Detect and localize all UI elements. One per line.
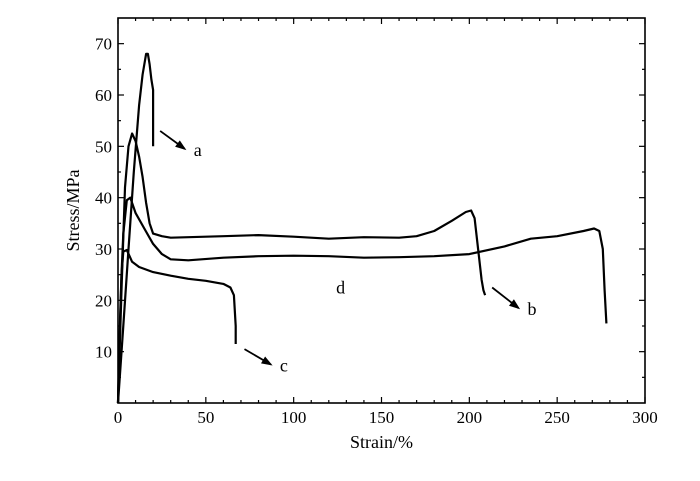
x-tick-label: 300 <box>632 408 658 427</box>
curve-b <box>116 132 487 404</box>
x-axis-label: Strain/% <box>350 432 413 452</box>
y-axis-label: Stress/MPa <box>63 169 83 251</box>
x-tick-label: 200 <box>457 408 483 427</box>
x-tick-label: 150 <box>369 408 395 427</box>
annotation-arrowhead-b <box>509 299 521 310</box>
annotation-label-c: c <box>280 356 288 376</box>
curve-d <box>116 196 608 404</box>
y-tick-label: 20 <box>95 291 112 310</box>
curve-a <box>116 52 155 404</box>
y-tick-label: 70 <box>95 35 112 54</box>
plot-frame <box>117 17 646 404</box>
y-tick-label: 60 <box>95 86 112 105</box>
annotation-label-b: b <box>528 299 537 319</box>
plot-area: 0 50 100 150 200 250 300 10 20 30 40 50 60 70 Strain/%… <box>63 17 658 452</box>
y-tick-label: 10 <box>95 343 112 362</box>
x-tick-label: 0 <box>114 408 123 427</box>
x-tick-label: 50 <box>197 408 214 427</box>
y-tick-label: 30 <box>95 240 112 259</box>
x-tick-label: 100 <box>281 408 307 427</box>
annotation-label-d: d <box>336 278 345 298</box>
annotation-label-a: a <box>194 140 202 160</box>
curve-c <box>116 248 237 404</box>
annotation-arrowhead-a <box>175 140 187 151</box>
annotation-arrowhead-c <box>261 356 273 366</box>
x-tick-label: 250 <box>544 408 570 427</box>
y-tick-label: 50 <box>95 137 112 156</box>
y-tick-label: 40 <box>95 189 112 208</box>
